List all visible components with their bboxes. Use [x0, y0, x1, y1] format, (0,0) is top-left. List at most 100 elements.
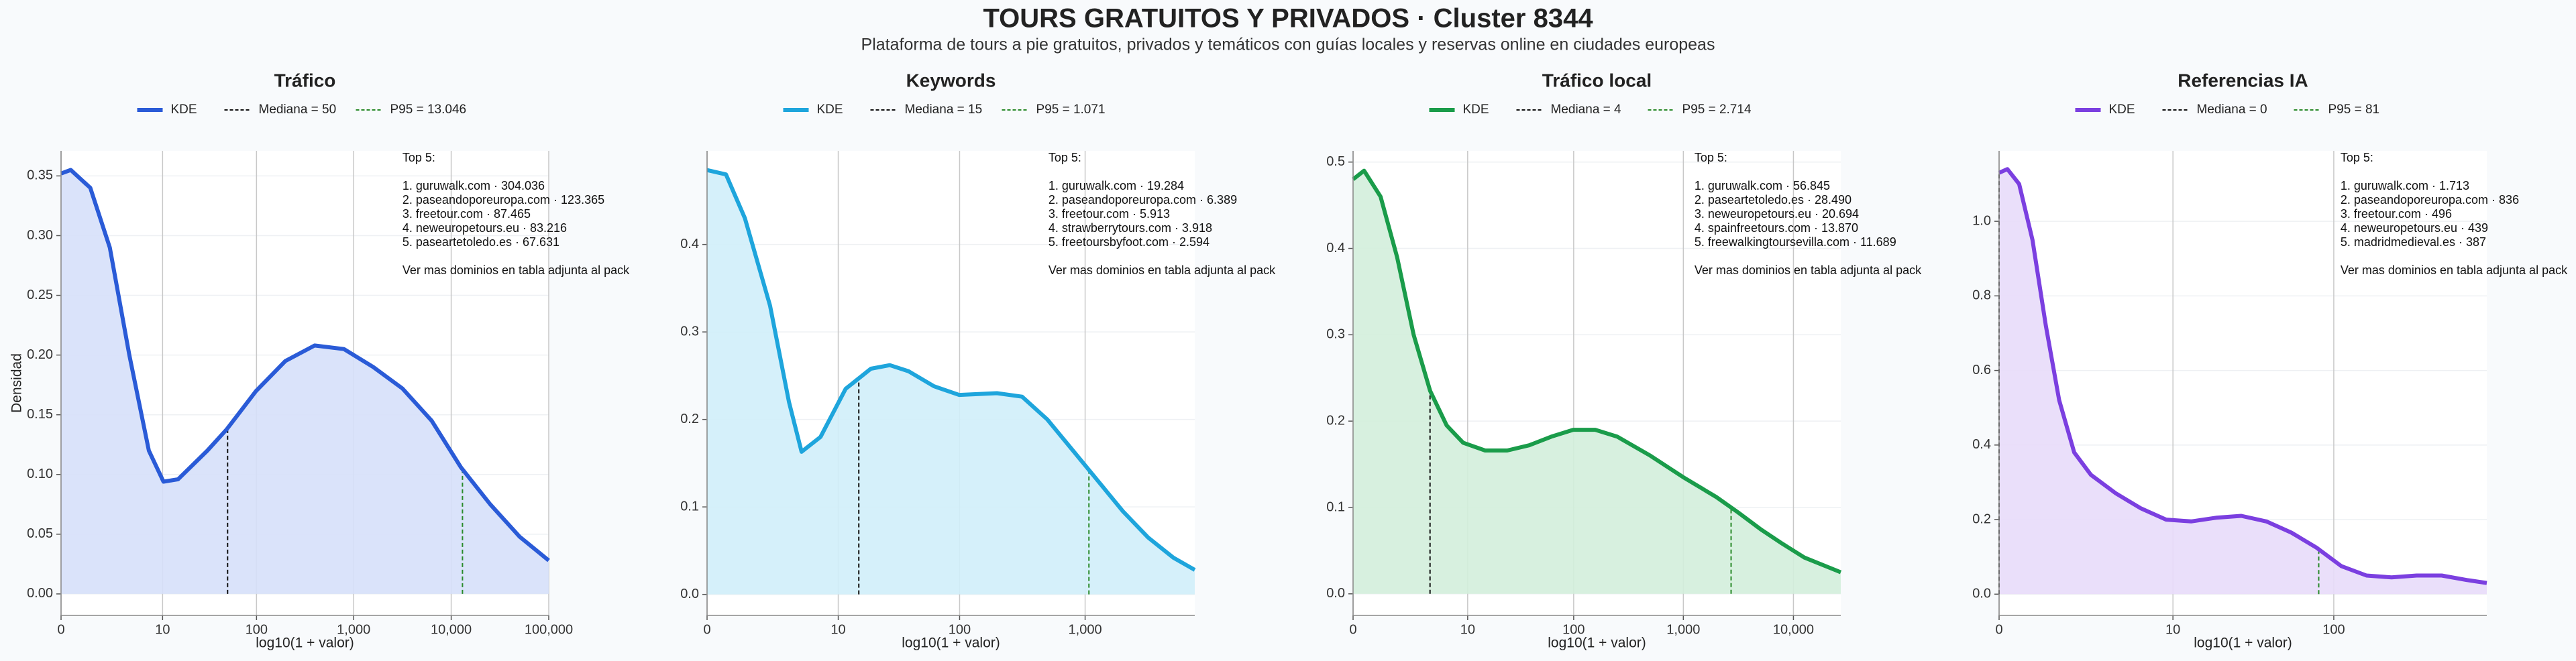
- annotation-item: 1. guruwalk.com · 304.036: [402, 179, 545, 192]
- annotation-item: 5. paseartetoledo.es · 67.631: [402, 235, 559, 249]
- panel-title: Tráfico local: [1542, 70, 1652, 91]
- annotation-item: 1. guruwalk.com · 56.845: [1695, 179, 1830, 192]
- legend-label: KDE: [817, 103, 843, 117]
- annotation-item: 2. paseandoporeuropa.com · 836: [2341, 193, 2519, 206]
- x-tick-label: 0: [1995, 622, 2002, 637]
- kde-line: [1352, 168, 1842, 575]
- kde-area: [707, 170, 1195, 595]
- annotation-title: Top 5:: [2341, 151, 2373, 164]
- panel-title: Tráfico: [274, 70, 336, 91]
- kde-area: [1353, 170, 1841, 594]
- y-tick-label: 0.4: [1972, 437, 1991, 452]
- x-tick-label: 1,000: [337, 622, 370, 637]
- y-tick-label: 0.4: [680, 237, 699, 251]
- annotation-item: 5. freetoursbyfoot.com · 2.594: [1049, 235, 1210, 249]
- y-tick-label: 0.20: [27, 347, 53, 362]
- x-tick-label: 100: [949, 622, 971, 637]
- y-tick-label: 0.4: [1326, 241, 1345, 255]
- x-tick-label: 10: [155, 622, 170, 637]
- y-tick-label: 0.0: [1326, 586, 1345, 601]
- annotation-item: 5. madridmedieval.es · 387: [2341, 235, 2486, 249]
- y-tick-label: 0.3: [1326, 327, 1345, 342]
- y-tick-label: 0.00: [27, 586, 53, 601]
- annotation-title: Top 5:: [1049, 151, 1081, 164]
- x-tick-label: 10: [830, 622, 845, 637]
- legend-label: KDE: [171, 103, 197, 117]
- x-axis-label: log10(1 + valor): [2194, 636, 2292, 651]
- annotation-title: Top 5:: [402, 151, 435, 164]
- legend-label: Mediana = 4: [1551, 103, 1622, 117]
- kde-area: [1999, 169, 2487, 595]
- annotation-note: Ver mas dominios en tabla adjunta al pac…: [402, 263, 630, 277]
- y-tick-label: 0.2: [1326, 413, 1345, 428]
- y-tick-label: 0.30: [27, 228, 53, 243]
- x-tick-label: 100: [1562, 622, 1585, 637]
- annotation-item: 3. freetour.com · 496: [2341, 207, 2452, 221]
- legend-label: KDE: [2109, 103, 2135, 117]
- x-tick-label: 100: [246, 622, 268, 637]
- x-tick-label: 1,000: [1666, 622, 1700, 637]
- x-tick-label: 10: [1460, 622, 1475, 637]
- x-tick-label: 10: [2165, 622, 2180, 637]
- legend-label: Mediana = 50: [259, 103, 337, 117]
- y-tick-label: 0.15: [27, 407, 53, 422]
- y-tick-label: 0.0: [1972, 587, 1991, 601]
- annotation-item: 3. freetour.com · 5.913: [1049, 207, 1170, 221]
- legend-label: Mediana = 0: [2197, 103, 2267, 117]
- y-tick-label: 0.1: [1326, 499, 1345, 514]
- annotation-item: 2. paseandoporeuropa.com · 6.389: [1049, 193, 1237, 206]
- y-axis-label: Densidad: [9, 353, 25, 413]
- legend-label: KDE: [1463, 103, 1489, 117]
- annotation-item: 3. freetour.com · 87.465: [402, 207, 531, 221]
- legend-label: P95 = 13.046: [390, 103, 467, 117]
- y-tick-label: 0.5: [1326, 154, 1345, 169]
- y-tick-label: 0.25: [27, 288, 53, 302]
- y-tick-label: 1.0: [1972, 213, 1991, 228]
- y-tick-label: 0.6: [1972, 363, 1991, 377]
- x-tick-label: 10,000: [1773, 622, 1814, 637]
- annotation-note: Ver mas dominios en tabla adjunta al pac…: [1695, 263, 1922, 277]
- x-axis-label: log10(1 + valor): [902, 636, 1000, 651]
- chart-subtitle: Plataforma de tours a pie gratuitos, pri…: [861, 36, 1715, 54]
- y-tick-label: 0.0: [680, 587, 699, 601]
- kde-line: [60, 168, 550, 562]
- panel-title: Keywords: [906, 70, 996, 91]
- kde-line: [1998, 167, 2487, 585]
- legend-label: P95 = 2.714: [1682, 103, 1752, 117]
- kde-area: [61, 170, 549, 594]
- y-tick-label: 0.8: [1972, 288, 1991, 303]
- x-axis-label: log10(1 + valor): [1548, 636, 1646, 651]
- legend-label: Mediana = 15: [905, 103, 983, 117]
- annotation-item: 2. paseandoporeuropa.com · 123.365: [402, 193, 604, 206]
- y-tick-label: 0.2: [1972, 512, 1991, 526]
- x-tick-label: 100,000: [525, 622, 573, 637]
- x-tick-label: 0: [1349, 622, 1356, 637]
- annotation-note: Ver mas dominios en tabla adjunta al pac…: [1049, 263, 1276, 277]
- annotation-item: 4. spainfreetours.com · 13.870: [1695, 221, 1858, 235]
- annotation-item: 1. guruwalk.com · 1.713: [2341, 179, 2469, 192]
- x-tick-label: 0: [57, 622, 64, 637]
- annotation-item: 2. paseartetoledo.es · 28.490: [1695, 193, 1851, 206]
- y-tick-label: 0.2: [680, 412, 699, 426]
- y-tick-label: 0.35: [27, 168, 53, 183]
- y-tick-label: 0.10: [27, 467, 53, 481]
- annotation-item: 4. strawberrytours.com · 3.918: [1049, 221, 1212, 235]
- annotation-item: 4. neweuropetours.eu · 439: [2341, 221, 2488, 235]
- annotation-item: 3. neweuropetours.eu · 20.694: [1695, 207, 1859, 221]
- x-tick-label: 1,000: [1069, 622, 1102, 637]
- annotation-item: 4. neweuropetours.eu · 83.216: [402, 221, 567, 235]
- annotation-item: 1. guruwalk.com · 19.284: [1049, 179, 1184, 192]
- annotation-item: 5. freewalkingtoursevilla.com · 11.689: [1695, 235, 1896, 249]
- y-tick-label: 0.05: [27, 526, 53, 541]
- x-tick-label: 0: [703, 622, 710, 637]
- annotation-title: Top 5:: [1695, 151, 1727, 164]
- y-tick-label: 0.3: [680, 324, 699, 339]
- x-axis-label: log10(1 + valor): [256, 636, 354, 651]
- chart-title: TOURS GRATUITOS Y PRIVADOS · Cluster 834…: [983, 4, 1593, 34]
- kde-line: [706, 168, 1196, 572]
- panel-title: Referencias IA: [2178, 70, 2308, 91]
- y-tick-label: 0.1: [680, 499, 699, 514]
- legend-label: P95 = 1.071: [1036, 103, 1106, 117]
- annotation-note: Ver mas dominios en tabla adjunta al pac…: [2341, 263, 2568, 277]
